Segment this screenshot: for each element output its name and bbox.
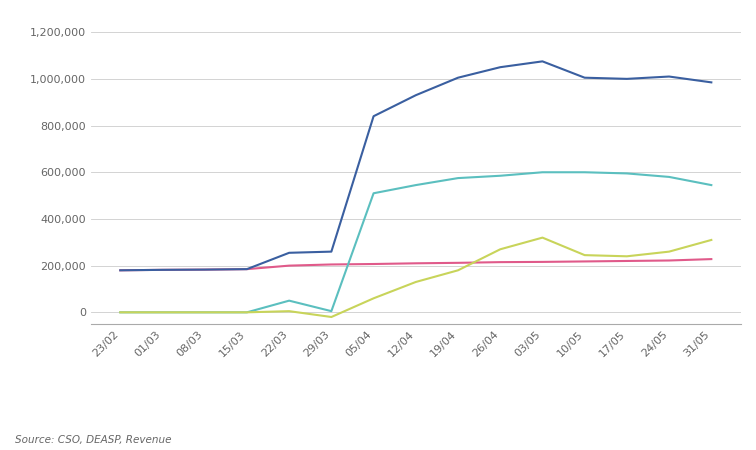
PUP [580,170,589,175]
PUP [665,174,674,180]
PUP [284,298,293,303]
TWSS [538,235,547,240]
Total [369,113,378,119]
Live Register [665,258,674,263]
Line: PUP: PUP [120,172,711,312]
Text: Source: CSO, DEASP, Revenue: Source: CSO, DEASP, Revenue [15,436,172,446]
Live Register [116,268,125,273]
PUP [158,310,167,315]
Live Register [707,256,716,262]
TWSS [200,310,209,315]
PUP [243,310,252,315]
TWSS [454,268,463,273]
Live Register [496,260,505,265]
PUP [496,173,505,179]
PUP [707,182,716,188]
Live Register [538,259,547,265]
PUP [369,190,378,196]
PUP [411,182,420,188]
Total [622,76,631,81]
TWSS [580,252,589,258]
Live Register [622,258,631,264]
Line: Total: Total [120,61,711,270]
Total [158,267,167,273]
Total [665,74,674,79]
Live Register [158,267,167,273]
TWSS [243,310,252,315]
Live Register [411,261,420,266]
Line: TWSS: TWSS [120,238,711,317]
Line: Live Register: Live Register [120,259,711,270]
TWSS [411,279,420,285]
TWSS [622,254,631,259]
Total [538,58,547,64]
PUP [116,310,125,315]
TWSS [158,310,167,315]
PUP [327,308,336,314]
Total [327,249,336,254]
Live Register [243,266,252,272]
Total [496,64,505,70]
Live Register [200,267,209,272]
Live Register [580,259,589,264]
Live Register [327,262,336,267]
PUP [622,171,631,176]
Total [116,268,125,273]
Live Register [454,260,463,265]
TWSS [496,247,505,252]
TWSS [665,249,674,254]
Total [284,250,293,256]
Total [411,93,420,98]
TWSS [369,296,378,301]
Total [707,80,716,85]
Live Register [284,263,293,268]
TWSS [284,308,293,314]
PUP [454,176,463,181]
Total [580,75,589,81]
TWSS [327,314,336,319]
PUP [200,310,209,315]
Total [243,266,252,272]
PUP [538,170,547,175]
Total [454,75,463,81]
Live Register [369,261,378,267]
Total [200,267,209,272]
TWSS [116,310,125,315]
TWSS [707,237,716,243]
